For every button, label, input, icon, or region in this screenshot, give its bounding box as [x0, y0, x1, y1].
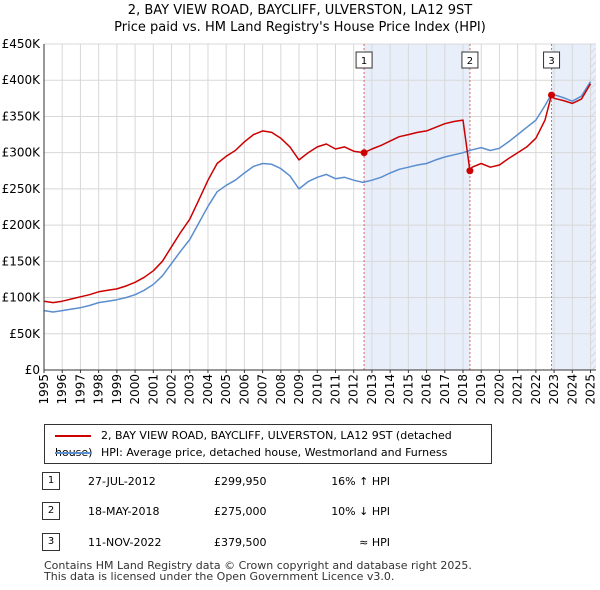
- x-tick-label: 2000: [128, 374, 142, 405]
- x-tick-label: 2018: [456, 374, 470, 405]
- x-tick-label: 2012: [347, 374, 361, 405]
- sale-row: 3 11-NOV-2022 £379,500 ≈ HPI: [42, 533, 462, 553]
- plot-background: [44, 44, 596, 370]
- sale-point: [360, 149, 368, 157]
- sale-number-box: [543, 51, 561, 69]
- sale-point: [548, 91, 556, 99]
- x-tick-label: 2014: [383, 374, 397, 405]
- x-tick-label: 2009: [292, 374, 306, 405]
- sale-date: 18-MAY-2018: [88, 505, 160, 518]
- y-tick-label: £450K: [2, 37, 42, 51]
- footer-line-2: This data is licensed under the Open Gov…: [44, 570, 395, 583]
- sale-price: £275,000: [214, 505, 267, 518]
- y-tick-label: £350K: [2, 109, 42, 123]
- sale-hpi-relation: 16% ↑ HPI: [331, 475, 390, 488]
- y-tick-label: £200K: [2, 218, 42, 232]
- sale-row: 1 27-JUL-2012 £299,950 16% ↑ HPI: [42, 472, 462, 492]
- sale-number-badge: 1: [42, 472, 60, 490]
- x-tick-label: 2007: [256, 374, 270, 405]
- legend-label-hpi: HPI: Average price, detached house, West…: [101, 446, 448, 459]
- x-tick-label: 2001: [146, 374, 160, 405]
- sale-point: [466, 167, 474, 175]
- x-tick-label: 1996: [55, 374, 69, 405]
- legend-swatch-hpi: [55, 452, 91, 454]
- sale-number-label: 3: [548, 56, 554, 67]
- sale-number-box: [461, 51, 479, 69]
- chart-title-line-1: 2, BAY VIEW ROAD, BAYCLIFF, ULVERSTON, L…: [127, 3, 473, 18]
- x-tick-label: 2019: [474, 374, 488, 405]
- chart-title-line-2: Price paid vs. HM Land Registry's House …: [114, 20, 486, 35]
- sale-hpi-relation: 10% ↓ HPI: [331, 505, 390, 518]
- hpi-line: [44, 81, 592, 313]
- sale-number-badge: 3: [42, 533, 60, 551]
- x-tick-label: 2023: [547, 374, 561, 405]
- x-tick-label: 2015: [401, 374, 415, 405]
- x-tick-label: 1999: [110, 374, 124, 405]
- y-tick-label: £150K: [2, 254, 42, 268]
- x-tick-label: 2021: [511, 374, 525, 405]
- sale-period-band: [364, 44, 470, 370]
- x-tick-label: 2006: [237, 374, 251, 405]
- sale-number-label: 1: [361, 56, 367, 67]
- footer-line-1: Contains HM Land Registry data © Crown c…: [44, 559, 472, 572]
- sale-price: £379,500: [214, 536, 267, 549]
- x-tick-label: 2011: [328, 374, 342, 405]
- y-tick-label: £400K: [2, 73, 42, 87]
- sale-number-label: 2: [467, 56, 473, 67]
- sale-date: 27-JUL-2012: [88, 475, 156, 488]
- legend-swatch-property: [55, 435, 91, 437]
- x-tick-label: 2017: [438, 374, 452, 405]
- x-tick-label: 1998: [92, 374, 106, 405]
- sale-number-badge: 2: [42, 502, 60, 520]
- x-tick-label: 2024: [565, 374, 579, 405]
- sale-date: 11-NOV-2022: [88, 536, 162, 549]
- chart-title: 2, BAY VIEW ROAD, BAYCLIFF, ULVERSTON, L…: [0, 2, 600, 36]
- future-hatch-band: [590, 44, 596, 370]
- x-tick-label: 2004: [201, 374, 215, 405]
- legend-item-hpi: HPI: Average price, detached house, West…: [55, 444, 447, 461]
- x-tick-label: 1997: [73, 374, 87, 405]
- x-tick-label: 2025: [584, 374, 598, 405]
- x-tick-label: 2020: [492, 374, 506, 405]
- x-tick-label: 2016: [420, 374, 434, 405]
- sale-price: £299,950: [214, 475, 267, 488]
- legend-item-property: 2, BAY VIEW ROAD, BAYCLIFF, ULVERSTON, L…: [55, 427, 491, 459]
- x-tick-label: 1995: [37, 374, 51, 405]
- x-tick-label: 2010: [310, 374, 324, 405]
- price-chart: 1 2 3 £0 £50K £100K £150K £200K £250K £300K £350K…: [2, 37, 598, 405]
- y-tick-label: £50K: [9, 327, 41, 341]
- x-tick-label: 2008: [274, 374, 288, 405]
- y-tick-label: £300K: [2, 146, 42, 160]
- chart-legend: 2, BAY VIEW ROAD, BAYCLIFF, ULVERSTON, L…: [44, 424, 492, 464]
- y-tick-label: £250K: [2, 182, 42, 196]
- sale-period-band: [551, 44, 596, 370]
- sale-hpi-relation: ≈ HPI: [359, 536, 390, 549]
- x-tick-label: 2002: [165, 374, 179, 405]
- x-tick-label: 2005: [219, 374, 233, 405]
- footer-attribution: Contains HM Land Registry data © Crown c…: [44, 560, 472, 582]
- sale-number-box: [355, 51, 373, 69]
- y-tick-label: £0: [25, 363, 40, 377]
- y-tick-label: £100K: [2, 291, 42, 305]
- x-tick-label: 2013: [365, 374, 379, 405]
- x-tick-label: 2022: [529, 374, 543, 405]
- x-tick-label: 2003: [183, 374, 197, 405]
- property-price-line: [44, 83, 592, 304]
- sale-row: 2 18-MAY-2018 £275,000 10% ↓ HPI: [42, 502, 462, 522]
